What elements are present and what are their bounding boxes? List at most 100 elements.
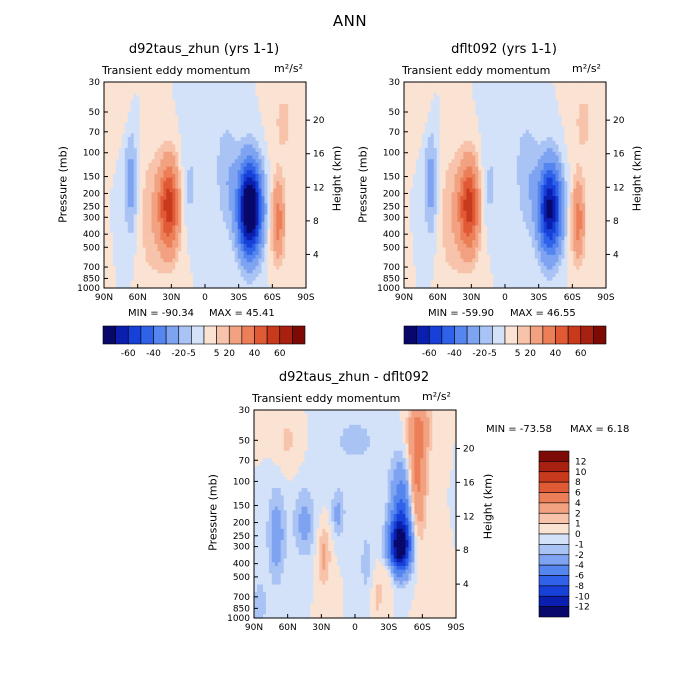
heatmap-cell	[166, 115, 170, 120]
heatmap-cell	[303, 111, 307, 116]
heatmap-cell	[163, 118, 167, 124]
heatmap-cell	[104, 188, 108, 193]
heatmap-cell	[291, 162, 295, 168]
heatmap-cell	[121, 122, 126, 127]
heatmap-cell	[196, 85, 200, 90]
heatmap-cell	[181, 93, 185, 98]
heatmap-cell	[273, 93, 277, 98]
heatmap-cell	[279, 192, 283, 197]
heatmap-cell	[270, 137, 274, 142]
heatmap-cell	[237, 155, 242, 160]
heatmap-cell	[249, 82, 254, 87]
heatmap-cell	[172, 162, 176, 168]
heatmap-cell	[205, 133, 209, 138]
heatmap-cell	[234, 170, 239, 175]
heatmap-cell	[184, 100, 188, 105]
heatmap-cell	[234, 144, 239, 149]
heatmap-cell	[112, 85, 117, 90]
heatmap-cell	[288, 185, 292, 190]
heatmap-cell	[163, 137, 167, 142]
heatmap-cell	[169, 140, 173, 146]
heatmap-cell	[270, 199, 274, 204]
heatmap-cell	[291, 173, 295, 179]
heatmap-cell	[163, 214, 167, 219]
heatmap-cell	[163, 181, 167, 186]
heatmap-cell	[136, 100, 141, 105]
heatmap-cell	[288, 111, 292, 116]
heatmap-cell	[261, 188, 266, 193]
heatmap-cell	[199, 133, 203, 138]
heatmap-cell	[243, 104, 248, 109]
heatmap-cell	[106, 192, 111, 197]
heatmap-cell	[130, 166, 135, 171]
heatmap-cell	[187, 107, 191, 113]
heatmap-cell	[222, 181, 227, 186]
height-tick-label: 12	[313, 183, 324, 193]
heatmap-cell	[258, 126, 263, 131]
heatmap-cell	[121, 96, 126, 101]
heatmap-cell	[142, 118, 147, 124]
heatmap-cell	[196, 100, 200, 105]
heatmap-cell	[297, 93, 301, 98]
heatmap-cell	[124, 115, 129, 120]
heatmap-cell	[199, 137, 203, 142]
heatmap-cell	[175, 170, 179, 175]
heatmap-cell	[243, 210, 248, 216]
heatmap-cell	[178, 196, 182, 201]
heatmap-cell	[294, 82, 298, 87]
heatmap-cell	[261, 199, 266, 204]
heatmap-cell	[172, 129, 176, 135]
heatmap-cell	[234, 115, 239, 120]
heatmap-cell	[216, 151, 221, 157]
heatmap-cell	[178, 151, 182, 157]
heatmap-cell	[106, 133, 111, 138]
heatmap-cell	[193, 115, 197, 120]
heatmap-cell	[267, 104, 271, 109]
heatmap-cell	[184, 89, 188, 94]
heatmap-cell	[121, 126, 126, 131]
heatmap-cell	[282, 89, 286, 94]
heatmap-cell	[115, 181, 120, 186]
heatmap-cell	[175, 207, 179, 212]
heatmap-cell	[118, 177, 123, 182]
heatmap-cell	[267, 166, 271, 171]
heatmap-cell	[115, 151, 120, 157]
heatmap-cell	[240, 122, 245, 127]
heatmap-cell	[264, 203, 268, 208]
heatmap-cell	[115, 210, 120, 216]
heatmap-cell	[160, 118, 165, 124]
heatmap-cell	[184, 159, 188, 164]
heatmap-cell	[264, 162, 268, 168]
heatmap-cell	[187, 137, 191, 142]
heatmap-cell	[157, 170, 162, 175]
heatmap-cell	[243, 137, 248, 142]
heatmap-cell	[207, 126, 212, 131]
panel2-min: MIN = -59.90	[428, 308, 495, 319]
heatmap-cell	[169, 188, 173, 193]
heatmap-cell	[175, 129, 179, 135]
heatmap-cell	[181, 104, 185, 109]
heatmap-cell	[222, 162, 227, 168]
heatmap-cell	[172, 85, 176, 90]
heatmap-cell	[124, 214, 129, 219]
heatmap-cell	[297, 126, 301, 131]
heatmap-cell	[216, 144, 221, 149]
heatmap-cell	[228, 111, 233, 116]
heatmap-cell	[184, 140, 188, 146]
heatmap-cell	[273, 144, 277, 149]
heatmap-cell	[112, 185, 117, 190]
heatmap-cell	[270, 93, 274, 98]
heatmap-cell	[193, 93, 197, 98]
heatmap-cell	[300, 155, 304, 160]
heatmap-cell	[118, 148, 123, 153]
heatmap-cell	[199, 177, 203, 182]
heatmap-cell	[127, 100, 132, 105]
heatmap-cell	[288, 133, 292, 138]
heatmap-cell	[270, 177, 274, 182]
heatmap-cell	[142, 129, 147, 135]
heatmap-cell	[216, 207, 221, 212]
heatmap-cell	[282, 126, 286, 131]
heatmap-cell	[199, 203, 203, 208]
heatmap-cell	[190, 170, 194, 175]
heatmap-cell	[190, 144, 194, 149]
